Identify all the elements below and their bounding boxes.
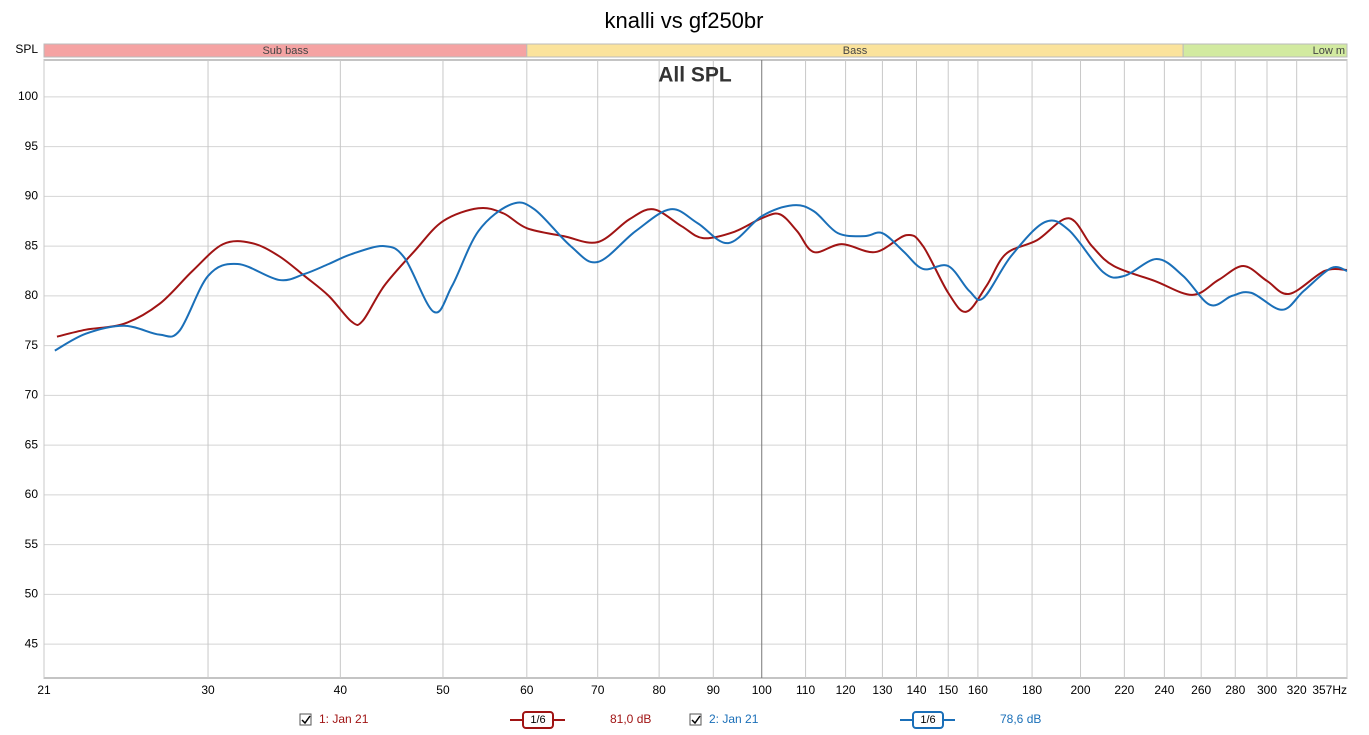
x-tick-label: 30: [201, 683, 215, 697]
legend-checkbox[interactable]: [689, 713, 702, 726]
legend-smoothing-box[interactable]: [912, 711, 944, 729]
x-tick-label: 160: [968, 683, 988, 697]
y-tick-label: 95: [25, 139, 39, 153]
grid: 45 50 55 60 65 70 75 80 85 90 95 100 21 30 40 50 60 70 80 9…: [18, 60, 1348, 697]
x-tick-label: 120: [836, 683, 856, 697]
y-tick-label: 80: [25, 288, 39, 302]
x-tick-label: 130: [872, 683, 892, 697]
x-tick-label: 260: [1191, 683, 1211, 697]
band-strip: Sub bass Bass Low m: [43, 43, 1348, 58]
x-tick-label: 70: [591, 683, 605, 697]
x-tick-label: 240: [1154, 683, 1174, 697]
plot-area: [43, 59, 1348, 679]
legend-checkbox[interactable]: [299, 713, 312, 726]
y-axis-label: SPL: [15, 42, 38, 56]
x-tick-label: 200: [1071, 683, 1091, 697]
lines: [54, 201, 1348, 352]
band-label: Low m: [1313, 45, 1345, 57]
y-tick-label: 100: [18, 89, 38, 103]
x-tick-label: 21: [37, 683, 51, 697]
x-tick-label: 280: [1225, 683, 1245, 697]
series-line: [54, 201, 1348, 352]
series-line: [56, 206, 1348, 338]
x-tick-label: 90: [707, 683, 721, 697]
x-tick-label: 100: [752, 683, 772, 697]
x-tick-label: 150: [938, 683, 958, 697]
y-tick-label: 85: [25, 238, 39, 252]
x-tick-label: 80: [652, 683, 666, 697]
chart-subtitle: All SPL: [658, 64, 732, 87]
legend-level: 81,0 dB: [610, 712, 651, 726]
legend-check: [691, 715, 701, 725]
x-tick-label: 40: [334, 683, 348, 697]
y-tick-label: 45: [25, 636, 39, 650]
y-tick-label: 70: [25, 388, 39, 402]
x-tick-label: 357Hz: [1312, 683, 1347, 697]
legend-level: 78,6 dB: [1000, 712, 1041, 726]
x-tick-label: 140: [906, 683, 926, 697]
x-tick-label: 180: [1022, 683, 1042, 697]
legend-smoothing: 1/6: [530, 714, 545, 726]
x-tick-label: 60: [520, 683, 534, 697]
legend-name: 2: Jan 21: [709, 712, 759, 726]
legend: 1: Jan 21 1/6 81,0 dB 2: Jan 21 1/6 78,6 dB: [299, 711, 1041, 729]
y-tick-label: 50: [25, 587, 39, 601]
legend-smoothing-box[interactable]: [522, 711, 554, 729]
x-tick-label: 300: [1257, 683, 1277, 697]
x-tick-label: 50: [436, 683, 450, 697]
band: [1182, 43, 1348, 58]
legend-check: [301, 715, 311, 725]
legend-name: 1: Jan 21: [319, 712, 369, 726]
x-tick-label: 110: [796, 683, 815, 697]
legend-smoothing: 1/6: [920, 714, 935, 726]
y-tick-label: 90: [25, 189, 39, 203]
y-tick-label: 65: [25, 437, 39, 451]
y-tick-label: 55: [25, 537, 39, 551]
y-tick-label: 60: [25, 487, 39, 501]
x-tick-label: 220: [1114, 683, 1134, 697]
y-tick-label: 75: [25, 338, 39, 352]
x-tick-label: 320: [1287, 683, 1307, 697]
band-label: Bass: [843, 45, 868, 57]
band-label: Sub bass: [262, 45, 308, 57]
chart-title: knalli vs gf250br: [605, 8, 764, 33]
